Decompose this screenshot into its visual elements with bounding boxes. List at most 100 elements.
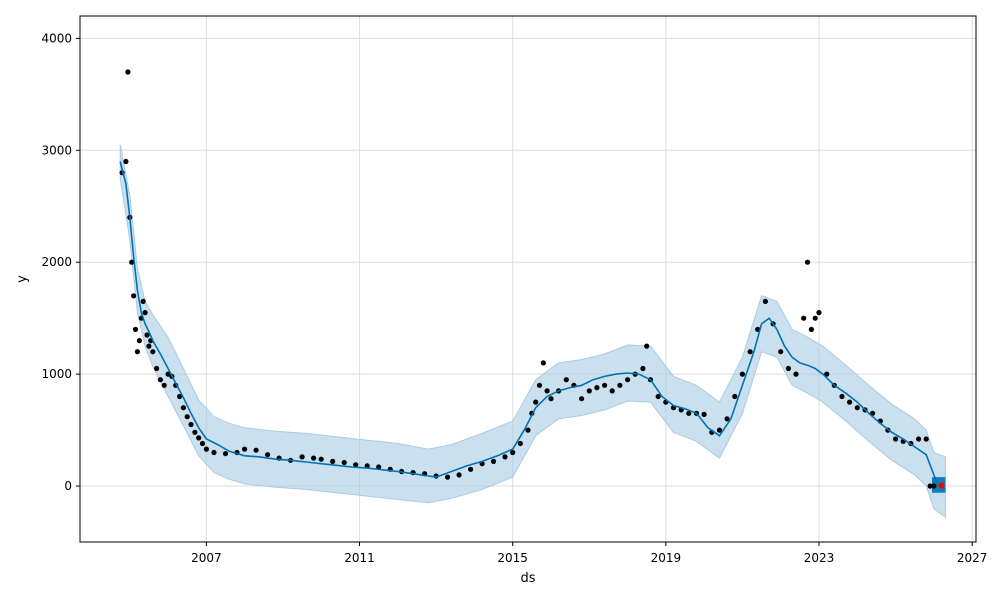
observed-point <box>161 382 167 388</box>
observed-point <box>456 472 462 478</box>
observed-point <box>916 436 922 442</box>
observed-point <box>299 454 305 460</box>
observed-point <box>242 446 248 452</box>
observed-point <box>165 371 171 377</box>
observed-point <box>196 435 202 441</box>
x-tick-label: 2011 <box>344 551 375 565</box>
observed-point <box>123 158 129 165</box>
observed-point <box>265 452 271 458</box>
observed-point <box>376 464 382 470</box>
observed-point <box>808 326 815 332</box>
observed-point <box>180 405 186 411</box>
observed-point <box>211 449 217 456</box>
observed-point <box>525 427 531 433</box>
observed-point <box>364 463 370 469</box>
observed-point <box>146 343 152 349</box>
y-tick-label: 3000 <box>41 143 72 157</box>
x-axis-label: ds <box>520 571 535 586</box>
observed-point <box>617 382 623 388</box>
observed-point <box>341 459 347 466</box>
observed-point <box>602 382 608 388</box>
observed-point <box>203 446 209 452</box>
observed-point <box>804 259 811 265</box>
observed-point <box>129 259 135 265</box>
observed-point <box>927 483 933 489</box>
observed-point <box>445 474 451 480</box>
observed-point <box>801 315 807 321</box>
observed-point <box>311 455 317 461</box>
observed-point <box>609 388 615 394</box>
observed-point <box>548 396 554 402</box>
observed-point <box>739 371 746 377</box>
observed-point <box>762 298 769 304</box>
observed-point <box>655 393 661 400</box>
highlight-point <box>938 482 945 489</box>
observed-point <box>644 343 650 349</box>
observed-point <box>793 371 799 377</box>
observed-point <box>136 338 142 344</box>
observed-point <box>253 447 259 453</box>
observed-point <box>222 451 229 457</box>
observed-point <box>785 365 792 372</box>
y-tick-label: 4000 <box>41 31 72 45</box>
observed-point <box>686 410 692 416</box>
y-tick-label: 1000 <box>41 367 72 381</box>
observed-point <box>142 310 148 316</box>
y-axis-label: y <box>15 275 30 283</box>
y-tick-label: 2000 <box>41 255 72 269</box>
observed-point <box>701 411 707 417</box>
observed-point <box>540 360 546 366</box>
forecast-line <box>119 161 946 491</box>
observed-point <box>134 349 140 355</box>
observed-point <box>923 436 929 442</box>
observed-point <box>510 449 516 456</box>
observed-point <box>594 385 600 391</box>
observed-point <box>517 440 523 447</box>
observed-point <box>778 349 784 355</box>
observed-point <box>131 293 137 299</box>
observed-point <box>353 462 359 468</box>
observed-point <box>839 393 845 400</box>
observed-point <box>125 69 131 75</box>
observed-point <box>586 388 592 394</box>
observed-point <box>177 393 183 400</box>
observed-point <box>468 466 474 472</box>
observed-point <box>579 396 585 402</box>
x-tick-label: 2015 <box>497 551 528 565</box>
observed-point <box>640 365 646 372</box>
observed-point <box>533 399 539 405</box>
observed-point <box>199 440 206 447</box>
observed-point <box>724 416 730 422</box>
y-tick-label: 0 <box>64 479 72 493</box>
observed-point <box>150 349 156 355</box>
observed-point <box>847 399 853 405</box>
observed-point <box>816 310 822 316</box>
plot-frame <box>79 15 977 543</box>
observed-points <box>119 69 937 489</box>
x-tick-label: 2023 <box>804 551 835 565</box>
observed-point <box>536 382 543 388</box>
observed-point <box>824 371 830 377</box>
x-tick-label: 2019 <box>651 551 682 565</box>
observed-point <box>854 405 860 411</box>
observed-point <box>157 377 163 383</box>
forecast-trend-line <box>119 161 946 491</box>
observed-point <box>732 393 738 400</box>
observed-point <box>188 421 194 428</box>
observed-point <box>544 388 550 394</box>
x-tick-label: 2027 <box>957 551 988 565</box>
observed-point <box>318 456 324 462</box>
observed-point <box>812 315 818 321</box>
observed-point <box>747 349 753 355</box>
observed-point <box>192 429 198 435</box>
observed-point <box>490 458 497 464</box>
observed-point <box>716 427 723 433</box>
x-tick-label: 2007 <box>191 551 222 565</box>
uncertainty-area <box>119 144 946 519</box>
observed-point <box>154 365 160 372</box>
observed-point <box>132 326 139 332</box>
observed-point <box>625 377 631 383</box>
observed-point <box>184 414 190 420</box>
